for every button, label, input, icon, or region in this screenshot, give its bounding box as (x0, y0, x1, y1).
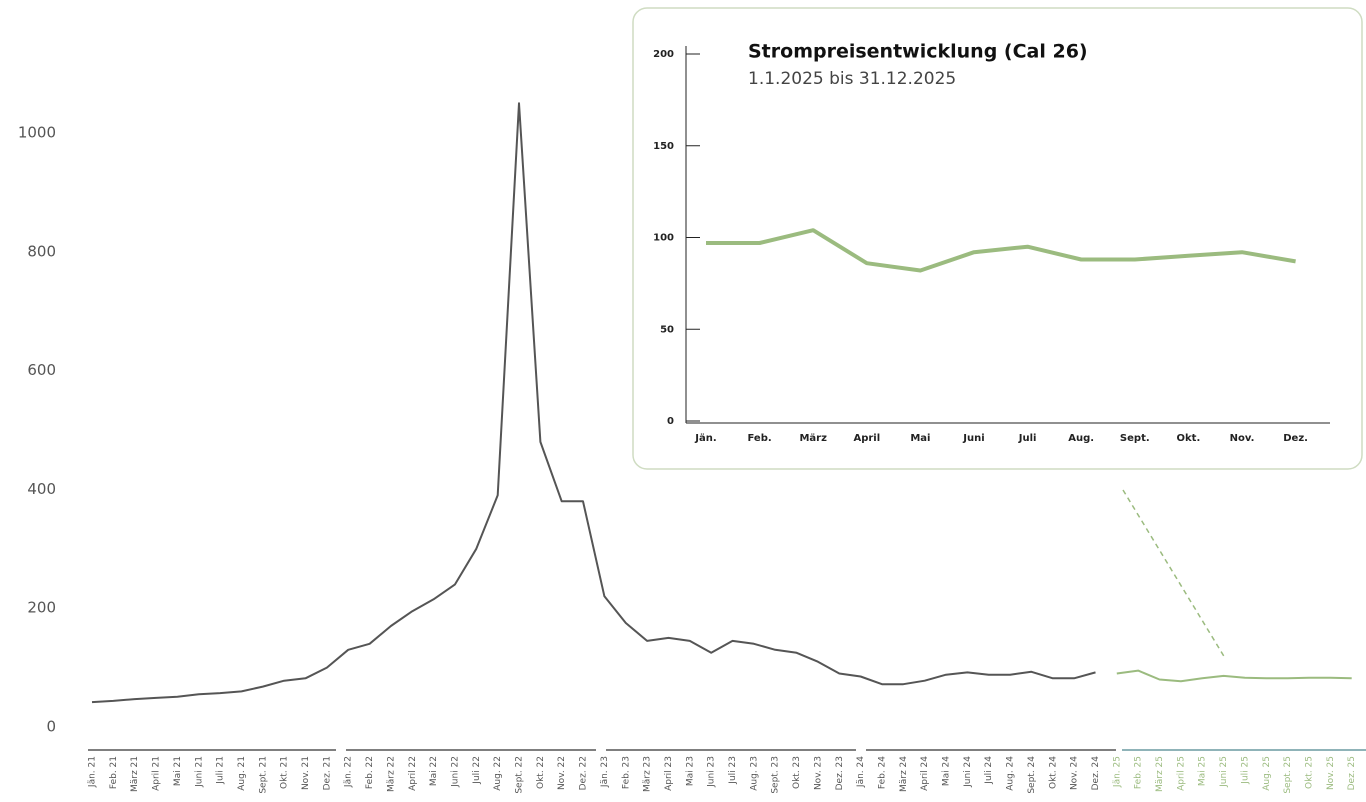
x-tick-label: Feb. 23 (621, 756, 631, 789)
y-tick-label: 0 (667, 416, 674, 427)
x-tick-label: Juli 23 (728, 756, 738, 785)
x-tick-label: Juni 25 (1219, 756, 1229, 788)
x-tick-label: Nov. 23 (813, 756, 823, 790)
x-tick-label: Aug. 21 (237, 756, 247, 791)
x-tick-label: März 21 (130, 756, 140, 792)
x-tick-label: Sept. 22 (515, 756, 525, 794)
x-tick-label: März 22 (386, 756, 396, 792)
x-tick-label: Juni (962, 433, 984, 444)
x-tick-label: Mai 23 (685, 756, 695, 786)
x-tick-label: Mai 22 (429, 756, 439, 786)
y-tick-label: 1000 (18, 124, 56, 142)
x-tick-label: Aug. 23 (749, 756, 759, 791)
x-tick-label: Dez. 23 (835, 756, 845, 790)
x-tick-label: Sept. 24 (1027, 756, 1037, 794)
main-chart (88, 489, 1366, 751)
inset-box (632, 7, 1363, 470)
x-tick-label: April 22 (408, 756, 418, 791)
x-tick-label: Juli 25 (1240, 756, 1250, 785)
x-tick-label: Juli 24 (984, 756, 994, 785)
x-tick-label: April (853, 433, 880, 444)
x-tick-label: Feb. 24 (877, 756, 887, 789)
y-tick-label: 200 (27, 599, 56, 617)
x-tick-label: Nov. 24 (1070, 756, 1080, 790)
x-tick-label: Juni 21 (194, 756, 204, 788)
x-tick-label: Feb. (748, 433, 772, 444)
x-tick-label: Aug. 25 (1262, 756, 1272, 791)
x-tick-label: März 23 (643, 756, 653, 792)
x-tick-label: April 23 (664, 756, 674, 791)
x-tick-label: Jän. 23 (600, 756, 610, 788)
x-tick-label: Juni 22 (450, 756, 460, 788)
x-tick-label: Nov. (1230, 433, 1255, 444)
x-tick-label: Dez. 22 (579, 756, 589, 790)
x-tick-label: Juli (1018, 433, 1037, 444)
x-tick-label: Sept. 21 (258, 756, 268, 794)
x-tick-label: Sept. (1120, 433, 1150, 444)
x-tick-label: Nov. 22 (557, 756, 567, 790)
y-tick-label: 50 (660, 324, 674, 335)
x-tick-label: Jän. (694, 433, 716, 444)
x-tick-label: Juni 23 (707, 756, 717, 788)
x-tick-label: Mai 25 (1198, 756, 1208, 786)
x-tick-label: Feb. 21 (109, 756, 119, 789)
x-tick-label: Feb. 22 (365, 756, 375, 789)
y-tick-label: 0 (46, 718, 56, 736)
x-tick-label: Mai 24 (942, 756, 952, 786)
x-tick-label: Dez. 21 (322, 756, 332, 790)
y-tick-label: 100 (653, 233, 674, 244)
x-tick-label: März (799, 433, 827, 444)
y-tick-label: 600 (27, 361, 56, 379)
x-tick-label: Juli 21 (216, 756, 226, 785)
x-tick-label: Jän. 22 (344, 756, 354, 788)
x-tick-label: Aug. 22 (493, 756, 503, 791)
x-tick-label: Dez. 24 (1091, 756, 1101, 791)
x-tick-label: Dez. (1283, 433, 1308, 444)
y-tick-label: 800 (27, 242, 56, 260)
x-tick-label: Dez. 25 (1347, 756, 1357, 790)
x-tick-label: Mai (910, 433, 930, 444)
x-tick-label: Feb. 25 (1134, 756, 1144, 789)
inset-title: Strompreisentwicklung (Cal 26) (748, 41, 1088, 63)
x-tick-label: Nov. 21 (301, 756, 311, 790)
x-tick-label: April 25 (1176, 756, 1186, 791)
x-tick-label: Aug. (1068, 433, 1094, 444)
connector (1122, 489, 1226, 659)
x-tick-label: Mai 21 (173, 756, 183, 786)
y-tick-label: 400 (27, 480, 56, 498)
line-series (706, 228, 1296, 273)
x-tick-label: Okt. 22 (536, 756, 546, 789)
x-tick-label: Okt. (1177, 433, 1201, 444)
line-series (91, 102, 1096, 704)
x-tick-label: Sept. 25 (1283, 756, 1293, 794)
x-tick-label: Nov. 25 (1326, 756, 1336, 790)
x-tick-label: April 24 (920, 756, 930, 791)
x-tick-label: Juni 24 (963, 756, 973, 788)
x-tick-label: Okt. 23 (792, 756, 802, 789)
line-series (1116, 669, 1352, 683)
x-tick-label: Jän. 24 (856, 756, 866, 788)
x-tick-label: Juli 22 (472, 756, 482, 785)
x-tick-label: April 21 (152, 756, 162, 791)
x-tick-label: Okt. 24 (1048, 756, 1058, 789)
inset-subtitle: 1.1.2025 bis 31.12.2025 (748, 69, 956, 89)
x-tick-label: Okt. 25 (1304, 756, 1314, 789)
x-tick-label: Okt. 21 (280, 756, 290, 789)
x-tick-label: Jän. 21 (88, 756, 98, 788)
x-tick-label: Jän. 25 (1112, 756, 1122, 788)
y-tick-label: 200 (653, 49, 674, 60)
x-tick-label: März 25 (1155, 756, 1165, 792)
y-tick-label: 150 (653, 141, 674, 152)
x-tick-label: Sept. 23 (771, 756, 781, 794)
x-tick-label: Aug. 24 (1006, 756, 1016, 791)
x-tick-label: März 24 (899, 756, 909, 792)
